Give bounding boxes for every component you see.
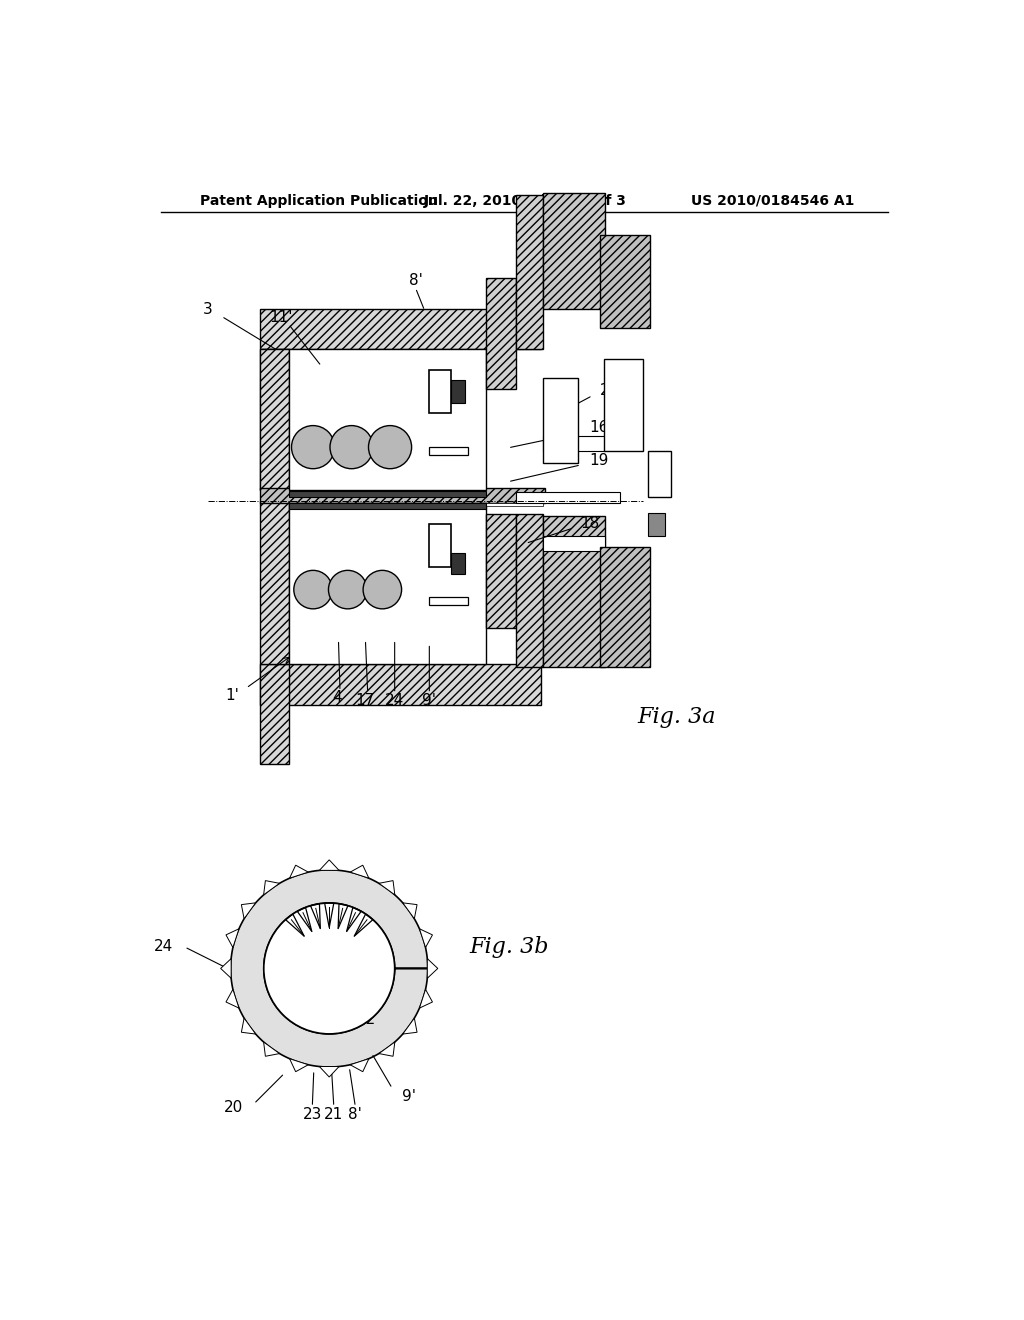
Bar xyxy=(429,370,451,412)
Circle shape xyxy=(264,903,394,1034)
Text: 20: 20 xyxy=(223,1100,243,1114)
Bar xyxy=(648,512,665,536)
Polygon shape xyxy=(402,1018,417,1034)
Text: 19: 19 xyxy=(590,453,609,467)
Bar xyxy=(451,380,465,404)
Text: 17: 17 xyxy=(355,693,375,708)
Bar xyxy=(289,491,485,498)
Text: 8': 8' xyxy=(348,1107,362,1122)
Polygon shape xyxy=(427,958,438,978)
Polygon shape xyxy=(350,865,369,878)
Text: 22: 22 xyxy=(357,1011,376,1027)
Polygon shape xyxy=(319,859,339,870)
Text: 8': 8' xyxy=(409,272,422,288)
Bar xyxy=(544,436,605,451)
Polygon shape xyxy=(226,929,239,948)
Bar xyxy=(451,553,465,574)
Bar xyxy=(604,359,643,451)
Text: 24: 24 xyxy=(385,693,404,708)
Bar xyxy=(485,277,516,389)
Bar xyxy=(544,536,605,552)
Polygon shape xyxy=(420,990,432,1008)
Bar xyxy=(516,515,544,667)
Text: Jul. 22, 2010  Sheet 3 of 3: Jul. 22, 2010 Sheet 3 of 3 xyxy=(423,194,627,207)
Bar xyxy=(260,488,545,503)
Polygon shape xyxy=(290,1059,308,1072)
Text: US 2010/0184546 A1: US 2010/0184546 A1 xyxy=(691,194,854,207)
Bar xyxy=(515,492,621,503)
Bar xyxy=(289,350,485,490)
Bar xyxy=(544,516,605,667)
Bar xyxy=(516,195,544,350)
Text: 11': 11' xyxy=(269,309,293,325)
Bar xyxy=(485,515,516,628)
Bar xyxy=(260,502,289,664)
Text: 9': 9' xyxy=(422,693,436,708)
Text: 9': 9' xyxy=(401,1089,416,1104)
Text: 23: 23 xyxy=(303,1107,322,1122)
Bar xyxy=(544,193,605,309)
Text: 18: 18 xyxy=(581,516,599,531)
Text: Patent Application Publication: Patent Application Publication xyxy=(200,194,437,207)
Polygon shape xyxy=(402,903,417,919)
Bar xyxy=(600,235,650,327)
Text: Fig. 3b: Fig. 3b xyxy=(469,936,549,958)
Polygon shape xyxy=(350,1059,369,1072)
Circle shape xyxy=(369,425,412,469)
Bar xyxy=(289,503,485,664)
Text: 16: 16 xyxy=(590,420,609,436)
Bar xyxy=(429,447,468,455)
Polygon shape xyxy=(263,1041,280,1056)
Polygon shape xyxy=(379,880,395,895)
Bar xyxy=(260,350,289,490)
Bar xyxy=(648,451,671,498)
Bar xyxy=(485,503,544,506)
Text: 24: 24 xyxy=(154,940,173,954)
Text: 3: 3 xyxy=(203,302,212,317)
Bar xyxy=(260,309,541,350)
Polygon shape xyxy=(290,865,308,878)
Polygon shape xyxy=(263,880,280,895)
Circle shape xyxy=(292,425,335,469)
Text: 4: 4 xyxy=(332,690,342,705)
Polygon shape xyxy=(242,1018,256,1034)
Text: Fig. 3a: Fig. 3a xyxy=(637,706,716,727)
Bar xyxy=(544,378,578,462)
Bar xyxy=(260,350,289,490)
Circle shape xyxy=(330,425,373,469)
Circle shape xyxy=(364,570,401,609)
Bar xyxy=(289,503,485,508)
Bar xyxy=(260,664,541,705)
Polygon shape xyxy=(420,929,432,948)
Circle shape xyxy=(294,570,333,609)
Polygon shape xyxy=(379,1041,395,1056)
Text: 21: 21 xyxy=(325,1107,343,1122)
Bar xyxy=(600,548,650,667)
Bar xyxy=(429,524,451,566)
Polygon shape xyxy=(319,1067,339,1077)
Polygon shape xyxy=(226,990,239,1008)
Bar xyxy=(260,664,289,763)
Polygon shape xyxy=(242,903,256,919)
Text: 2: 2 xyxy=(600,383,610,399)
Polygon shape xyxy=(230,870,428,1067)
Polygon shape xyxy=(220,958,231,978)
Circle shape xyxy=(329,570,367,609)
Bar xyxy=(429,597,468,605)
Text: 1': 1' xyxy=(225,688,240,704)
